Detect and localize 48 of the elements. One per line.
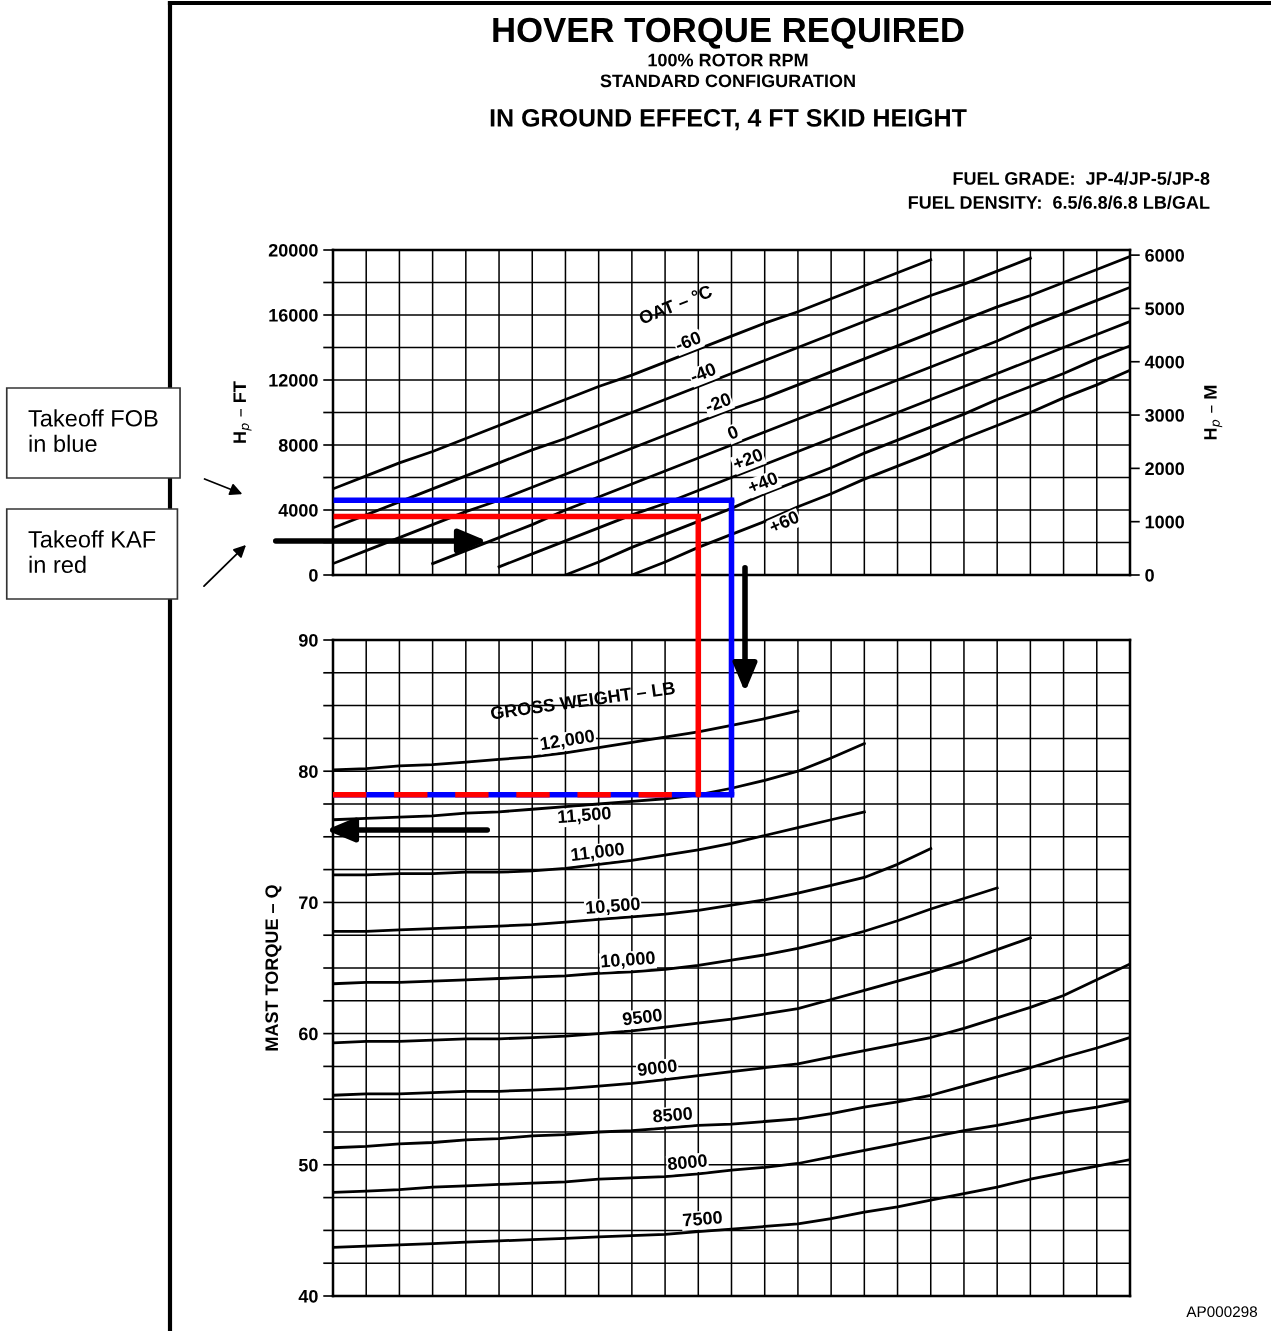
y2-tick-label: 5000 — [1145, 302, 1185, 316]
annotation: OAT – °C — [637, 284, 714, 325]
series-label: 10,500 — [585, 897, 641, 917]
text: IN GROUND EFFECT, 4 FT SKID HEIGHT — [490, 109, 967, 131]
y-tick-label: 4000 — [278, 503, 318, 517]
text: -60 — [674, 330, 702, 352]
y-tick-label: 20000 — [268, 243, 318, 257]
y2-tick-label: 4000 — [1144, 355, 1185, 369]
y-tick-label: 90 — [298, 633, 318, 647]
text: FUEL GRADE: JP-4/JP-5/JP-8 — [953, 171, 1210, 186]
series-label: 7500 — [682, 1210, 723, 1227]
chart-title: HOVER TORQUE REQUIRED — [493, 17, 964, 49]
text: Takeoff KAF in red — [28, 530, 156, 574]
y-tick-label: 80 — [298, 765, 318, 778]
y-axis-title: H$_{p}$ – FT — [233, 381, 252, 443]
text: 0 — [726, 424, 740, 440]
y-tick-label: 50 — [298, 1158, 318, 1172]
y-tick-label: 0 — [309, 568, 318, 582]
y2-tick-label: 3000 — [1145, 408, 1185, 422]
text: +40 — [746, 471, 779, 494]
text: -40 — [689, 362, 717, 384]
y2-tick-label: 6000 — [1145, 249, 1185, 262]
text: AP000298 — [1186, 1306, 1258, 1318]
y-tick-label: 70 — [299, 896, 318, 910]
text: 9500 — [622, 1008, 663, 1026]
y2-tick-label: 2000 — [1145, 462, 1185, 476]
y2-tick-label: 0 — [1145, 568, 1154, 582]
series-label: 10,000 — [600, 951, 656, 971]
y-axis-title: MAST TORQUE – Q — [265, 885, 282, 1051]
y2-tick-label: 1000 — [1145, 515, 1185, 529]
chart-subtitle: 100% ROTOR RPM STANDARD CONFIGURATION — [600, 53, 855, 88]
y-tick-label: 12000 — [269, 373, 318, 387]
y2-axis-title: H$_{p}$ – M — [1204, 385, 1223, 440]
text: FUEL DENSITY: 6.5/6.8/6.8 LB/GAL — [908, 195, 1210, 210]
text: +20 — [731, 447, 764, 471]
y-tick-label: 8000 — [278, 438, 318, 452]
y-tick-label: 16000 — [269, 308, 318, 322]
series-label: 11,500 — [557, 806, 612, 826]
y-tick-label: 40 — [298, 1289, 318, 1303]
text: -20 — [704, 392, 732, 413]
text: Takeoff FOB in blue — [28, 409, 158, 453]
text: 11,000 — [570, 842, 625, 864]
y-tick-label: 60 — [299, 1027, 318, 1041]
text: 8000 — [667, 1153, 708, 1171]
text: +60 — [768, 510, 800, 534]
text: 9000 — [637, 1059, 678, 1077]
text: 12,000 — [540, 729, 596, 753]
series-label: 8500 — [652, 1106, 693, 1123]
